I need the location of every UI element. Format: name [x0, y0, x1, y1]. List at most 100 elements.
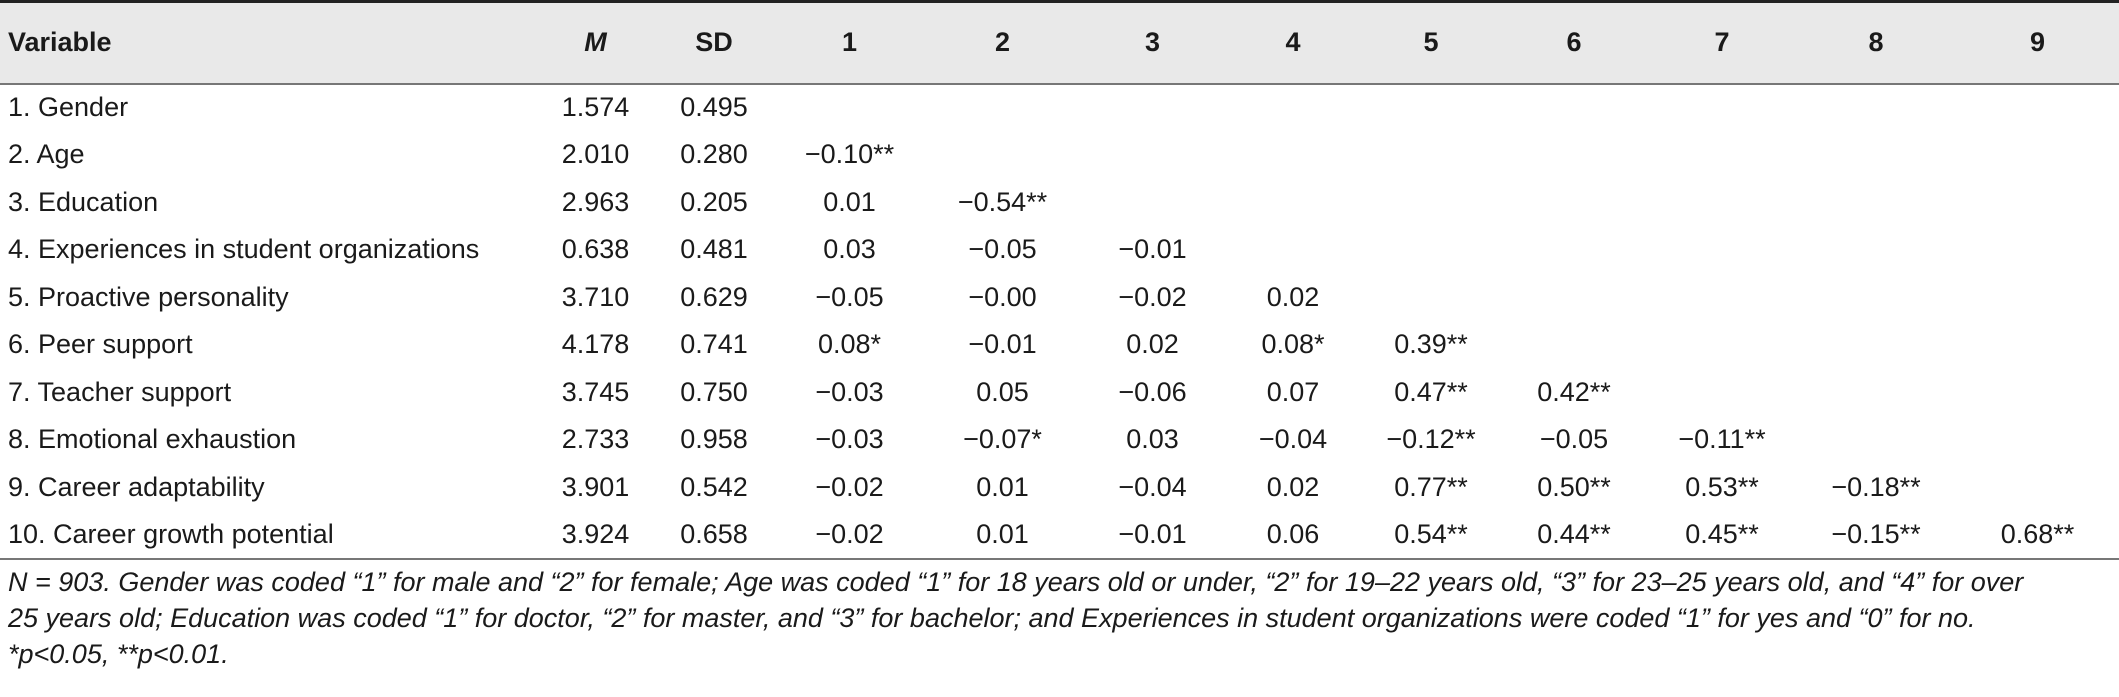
value-cell-c8 [1796, 179, 1956, 227]
variable-name-cell: 2. Age [8, 139, 85, 170]
value-cell-c6 [1500, 274, 1648, 322]
value-cell-c9 [1956, 84, 2119, 132]
value-cell-sd: 0.629 [680, 281, 748, 312]
value-cell-c3: 0.02 [1126, 329, 1179, 360]
value-cell-sd: 0.542 [680, 471, 748, 502]
value-cell-c1: 0.01 [823, 186, 876, 217]
value-cell-c8 [1796, 226, 1956, 274]
value-cell-c2: −0.05 [968, 234, 1037, 265]
value-cell-c9 [1956, 274, 2119, 322]
value-cell-c3: −0.02 [1118, 281, 1187, 312]
value-cell-c4: 0.07 [1266, 376, 1320, 407]
value-cell-c5 [1362, 131, 1500, 179]
value-cell-c5: 0.77** [1394, 471, 1468, 502]
header-col-2: 2 [924, 0, 1081, 85]
value-cell-m: 2.733 [561, 424, 630, 455]
header-col-5: 5 [1362, 0, 1500, 85]
value-cell-c5: 0.39** [1394, 329, 1468, 360]
header-col-4: 4 [1224, 0, 1362, 85]
value-cell-m: 0.638 [561, 234, 630, 265]
table-row: 3. Education 2.963 0.205 0.01 −0.54** [0, 179, 2119, 227]
value-cell-c7 [1648, 179, 1796, 227]
value-cell-c3: −0.01 [1081, 511, 1224, 560]
value-cell-c3 [1081, 179, 1224, 227]
header-col-7: 7 [1648, 0, 1796, 85]
value-cell-c6 [1500, 131, 1648, 179]
value-cell-sd: 0.495 [680, 92, 748, 123]
value-cell-c4: 0.08* [1261, 329, 1325, 360]
value-cell-c4 [1224, 84, 1362, 132]
value-cell-c8 [1796, 131, 1956, 179]
value-cell-c7 [1648, 84, 1796, 132]
value-cell-sd: 0.750 [680, 376, 748, 407]
value-cell-c5: 0.54** [1362, 511, 1500, 560]
value-cell-c8 [1796, 416, 1956, 464]
value-cell-c4: 0.02 [1266, 281, 1320, 312]
value-cell-sd: 0.658 [653, 511, 775, 560]
variable-name-cell: 7. Teacher support [8, 376, 232, 407]
table-row: 7. Teacher support 3.745 0.750 −0.03 0.05 −0.… [0, 369, 2119, 417]
correlation-table-container: Variable M SD 1 2 3 4 5 6 7 8 9 1. Gende… [0, 0, 2119, 560]
value-cell-c3 [1081, 84, 1224, 132]
value-cell-m: 3.745 [561, 376, 630, 407]
value-cell-c1: 0.03 [823, 234, 876, 265]
value-cell-sd: 0.280 [680, 139, 748, 170]
value-cell-c2: 0.01 [976, 471, 1029, 502]
footnote-line-3: *p<0.05, **p<0.01. [8, 639, 229, 669]
footnote-line-1: N = 903. Gender was coded “1” for male a… [8, 567, 2024, 597]
value-cell-c7: −0.11** [1678, 424, 1766, 455]
value-cell-c4 [1224, 179, 1362, 227]
value-cell-c5 [1362, 84, 1500, 132]
value-cell-c6 [1500, 226, 1648, 274]
value-cell-c2 [924, 84, 1081, 132]
value-cell-c9 [1956, 179, 2119, 227]
value-cell-c1: −0.10** [804, 139, 895, 170]
value-cell-c6 [1500, 179, 1648, 227]
value-cell-c6 [1500, 321, 1648, 369]
value-cell-c1: −0.05 [815, 281, 884, 312]
value-cell-c2 [924, 131, 1081, 179]
value-cell-c6: −0.05 [1539, 424, 1609, 455]
value-cell-c1 [775, 84, 924, 132]
value-cell-m: 4.178 [561, 329, 630, 360]
value-cell-sd: 0.741 [680, 329, 748, 360]
value-cell-c7: 0.53** [1685, 471, 1759, 502]
value-cell-c6: 0.50** [1537, 471, 1611, 502]
table-header-row: Variable M SD 1 2 3 4 5 6 7 8 9 [0, 0, 2119, 85]
value-cell-c7: 0.45** [1648, 511, 1796, 560]
header-col-3: 3 [1081, 0, 1224, 85]
header-mean: M [538, 0, 653, 85]
table-row: 5. Proactive personality 3.710 0.629 −0.05 −… [0, 274, 2119, 322]
value-cell-m: 1.574 [561, 92, 630, 123]
variable-name-cell: 3. Education [8, 186, 159, 217]
value-cell-c5: −0.12** [1386, 424, 1476, 455]
value-cell-c5: 0.47** [1394, 376, 1468, 407]
value-cell-c8 [1796, 369, 1956, 417]
value-cell-c7 [1648, 369, 1796, 417]
value-cell-c9 [1956, 369, 2119, 417]
value-cell-c4 [1224, 131, 1362, 179]
variable-name-cell: 9. Career adaptability [8, 471, 265, 502]
value-cell-c7 [1648, 131, 1796, 179]
variable-name-cell: 10. Career growth potential [0, 511, 538, 560]
value-cell-c4 [1224, 226, 1362, 274]
value-cell-c9 [1956, 464, 2119, 512]
table-footnote: N = 903. Gender was coded “1” for male a… [8, 564, 2108, 672]
value-cell-c8 [1796, 84, 1956, 132]
value-cell-c3 [1081, 131, 1224, 179]
value-cell-c9 [1956, 131, 2119, 179]
value-cell-c3: −0.04 [1118, 471, 1187, 502]
header-sd: SD [653, 0, 775, 85]
variable-name-cell: 4. Experiences in student organizations [8, 234, 480, 265]
value-cell-c9 [1956, 321, 2119, 369]
value-cell-c9 [1956, 226, 2119, 274]
value-cell-c5 [1362, 274, 1500, 322]
value-cell-c2: −0.54** [957, 186, 1048, 217]
header-col-6: 6 [1500, 0, 1648, 85]
value-cell-sd: 0.958 [680, 424, 748, 455]
value-cell-m: 2.963 [561, 186, 630, 217]
value-cell-sd: 0.205 [680, 186, 748, 217]
value-cell-m: 3.710 [561, 281, 630, 312]
table-row: 4. Experiences in student organizations 0… [0, 226, 2119, 274]
